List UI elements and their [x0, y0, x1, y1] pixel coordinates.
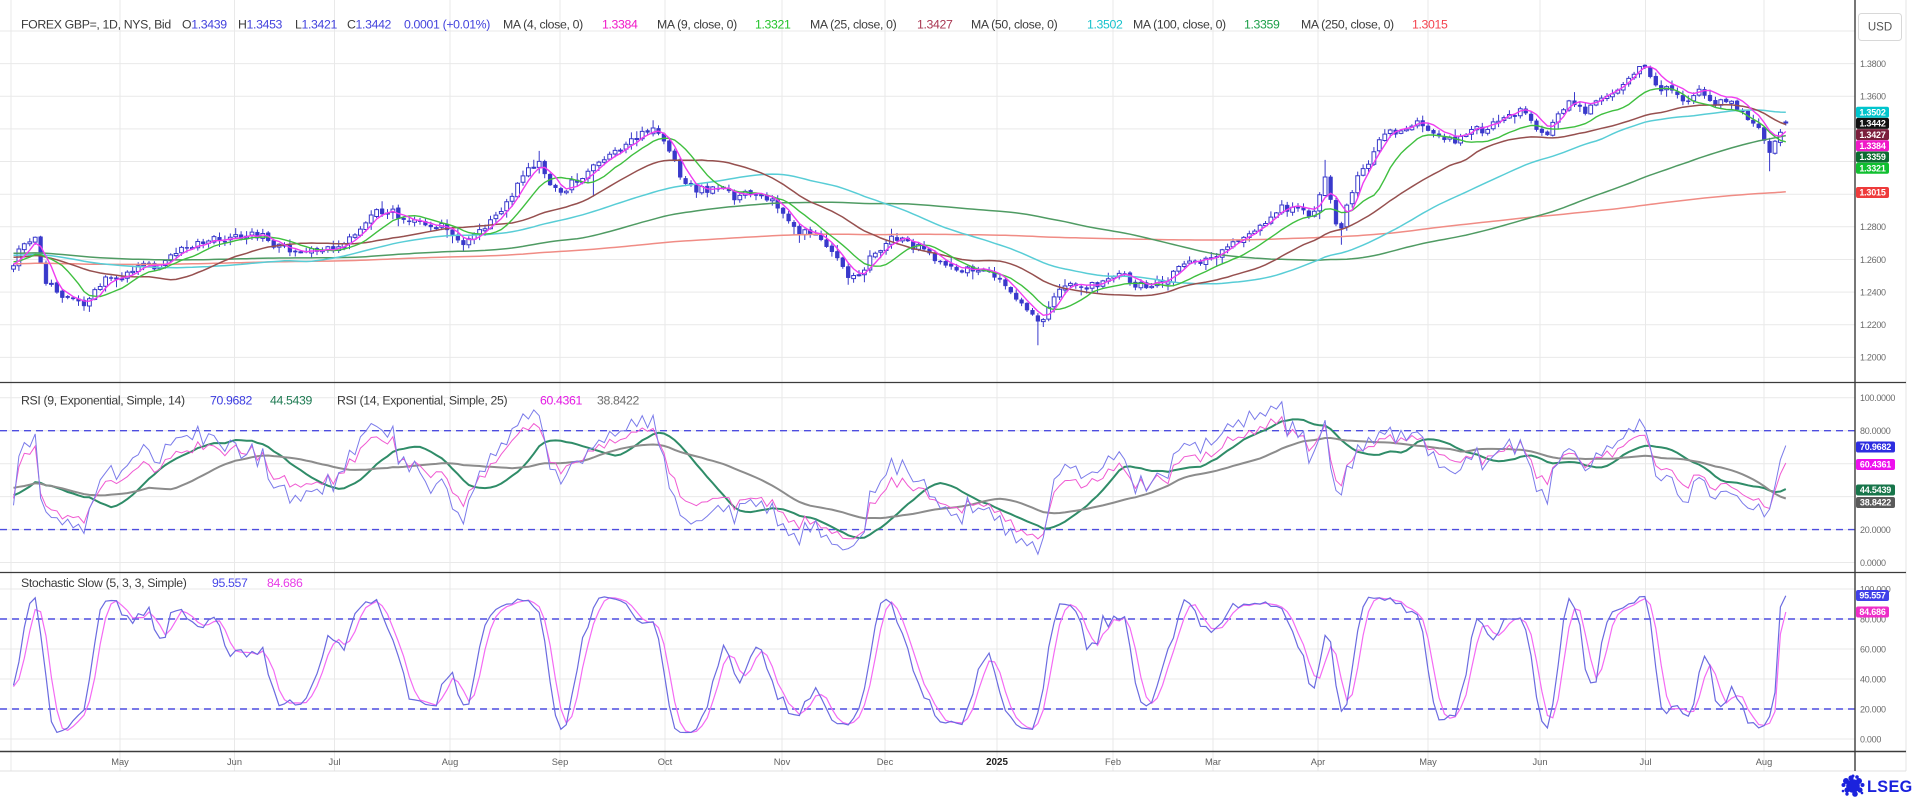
svg-text:RSI (14, Exponential, Simple,: RSI (14, Exponential, Simple, 25): [337, 394, 508, 408]
svg-text:C1.3442: C1.3442: [347, 18, 392, 32]
svg-text:RSI (9, Exponential, Simple, 1: RSI (9, Exponential, Simple, 14): [21, 394, 185, 408]
svg-text:44.5439: 44.5439: [270, 394, 313, 408]
svg-text:80.0000: 80.0000: [1860, 426, 1891, 436]
svg-text:MA (25, close, 0): MA (25, close, 0): [810, 18, 897, 32]
svg-text:USD: USD: [1868, 22, 1892, 34]
svg-text:70.9682: 70.9682: [210, 394, 253, 408]
svg-text:1.3502: 1.3502: [1087, 18, 1123, 32]
svg-text:Dec: Dec: [877, 757, 894, 767]
svg-text:1.2600: 1.2600: [1860, 255, 1886, 265]
svg-text:Feb: Feb: [1105, 757, 1121, 767]
svg-text:Apr: Apr: [1311, 757, 1325, 767]
svg-text:84.686: 84.686: [267, 576, 303, 590]
svg-text:0.0000: 0.0000: [1860, 558, 1886, 568]
svg-text:MA (4, close, 0): MA (4, close, 0): [503, 18, 583, 32]
svg-text:0.0001 (+0.01%): 0.0001 (+0.01%): [404, 18, 490, 32]
svg-text:MA (50, close, 0): MA (50, close, 0): [971, 18, 1058, 32]
svg-text:2025: 2025: [986, 757, 1008, 768]
svg-text:38.8422: 38.8422: [1860, 498, 1891, 508]
svg-text:Aug: Aug: [442, 757, 459, 767]
svg-text:95.557: 95.557: [212, 576, 248, 590]
svg-text:Mar: Mar: [1205, 757, 1221, 767]
svg-text:L1.3421: L1.3421: [295, 18, 338, 32]
svg-text:May: May: [1419, 757, 1437, 767]
svg-text:LSEG: LSEG: [1867, 778, 1913, 796]
svg-text:Stochastic Slow (5, 3, 3, Simp: Stochastic Slow (5, 3, 3, Simple): [21, 576, 187, 590]
svg-text:1.3600: 1.3600: [1860, 92, 1886, 102]
svg-text:80.000: 80.000: [1860, 614, 1886, 624]
svg-text:1.3015: 1.3015: [1412, 18, 1448, 32]
svg-text:FOREX GBP=, 1D, NYS, Bid: FOREX GBP=, 1D, NYS, Bid: [21, 18, 171, 32]
svg-text:Sep: Sep: [552, 757, 569, 767]
svg-text:1.3359: 1.3359: [1244, 18, 1280, 32]
svg-text:Jul: Jul: [329, 757, 341, 767]
svg-text:1.3321: 1.3321: [1859, 163, 1886, 173]
svg-text:1.3359: 1.3359: [1859, 152, 1886, 162]
svg-text:44.5439: 44.5439: [1860, 485, 1891, 495]
svg-text:Jul: Jul: [1640, 757, 1652, 767]
svg-text:1.3427: 1.3427: [1859, 130, 1886, 140]
svg-text:Jun: Jun: [1533, 757, 1548, 767]
svg-text:20.000: 20.000: [1860, 704, 1886, 714]
svg-text:1.3442: 1.3442: [1859, 119, 1886, 129]
svg-text:MA (100, close, 0): MA (100, close, 0): [1133, 18, 1226, 32]
svg-text:Jun: Jun: [227, 757, 242, 767]
svg-text:1.2000: 1.2000: [1860, 353, 1886, 363]
svg-text:1.3384: 1.3384: [602, 18, 638, 32]
svg-text:1.3321: 1.3321: [755, 18, 791, 32]
svg-text:1.3800: 1.3800: [1860, 59, 1886, 69]
svg-text:1.3015: 1.3015: [1859, 188, 1886, 198]
svg-text:May: May: [111, 757, 129, 767]
svg-text:Nov: Nov: [774, 757, 791, 767]
svg-text:100.0000: 100.0000: [1860, 393, 1895, 403]
svg-text:84.686: 84.686: [1859, 607, 1886, 617]
svg-text:Oct: Oct: [658, 757, 673, 767]
svg-text:60.000: 60.000: [1860, 644, 1886, 654]
svg-text:1.2200: 1.2200: [1860, 320, 1886, 330]
svg-text:MA (9, close, 0): MA (9, close, 0): [657, 18, 737, 32]
svg-text:20.0000: 20.0000: [1860, 525, 1891, 535]
svg-text:1.3502: 1.3502: [1859, 107, 1886, 117]
svg-text:60.4361: 60.4361: [540, 394, 583, 408]
svg-text:0.000: 0.000: [1860, 734, 1881, 744]
svg-text:1.3384: 1.3384: [1859, 141, 1886, 151]
svg-text:100.000: 100.000: [1860, 584, 1891, 594]
svg-text:70.9682: 70.9682: [1860, 442, 1891, 452]
svg-text:O1.3439: O1.3439: [182, 18, 227, 32]
svg-text:40.000: 40.000: [1860, 674, 1886, 684]
svg-text:1.3427: 1.3427: [917, 18, 953, 32]
svg-text:MA (250, close, 0): MA (250, close, 0): [1301, 18, 1394, 32]
svg-text:Aug: Aug: [1756, 757, 1773, 767]
svg-text:1.2800: 1.2800: [1860, 222, 1886, 232]
svg-text:95.557: 95.557: [1859, 591, 1886, 601]
svg-text:60.4361: 60.4361: [1860, 460, 1891, 470]
svg-text:H1.3453: H1.3453: [238, 18, 283, 32]
svg-text:1.2400: 1.2400: [1860, 287, 1886, 297]
svg-text:38.8422: 38.8422: [597, 394, 640, 408]
